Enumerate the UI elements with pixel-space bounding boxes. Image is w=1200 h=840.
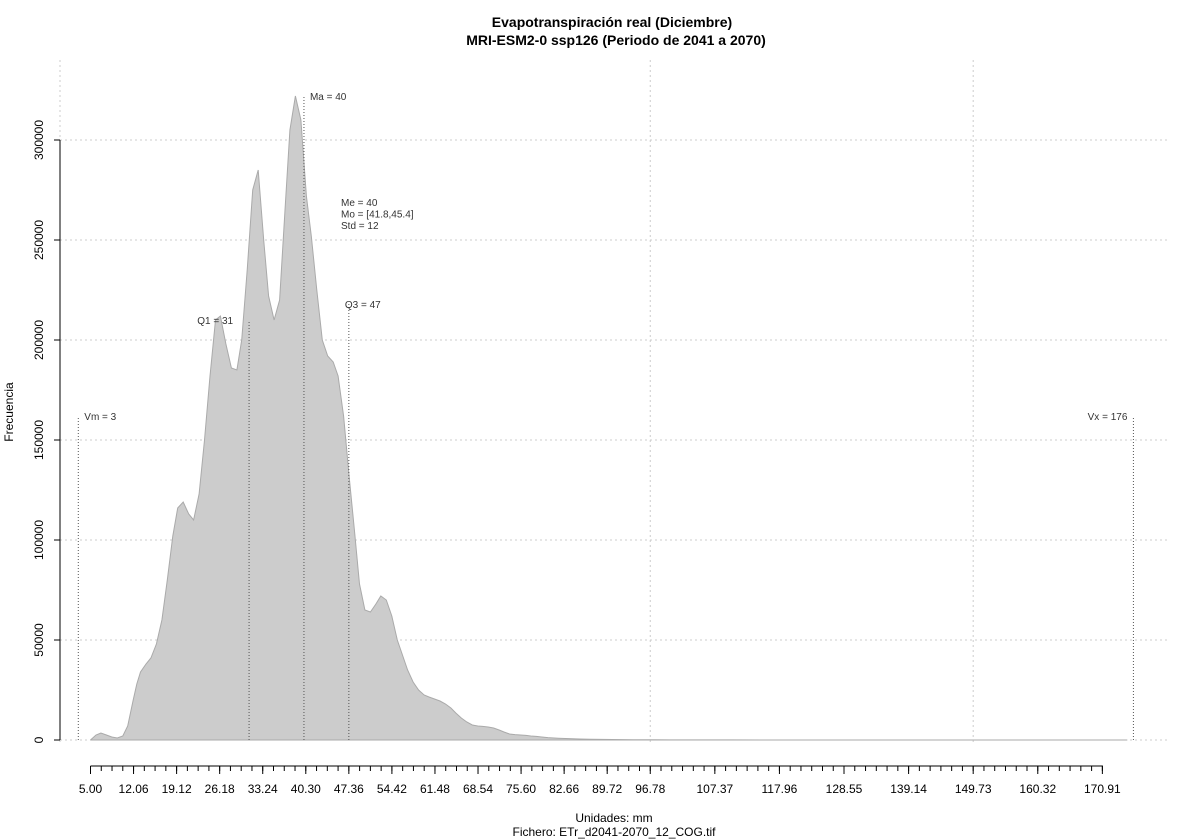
x-tick-label: 170.91 — [1084, 782, 1121, 796]
marker-label: Q1 = 31 — [197, 316, 233, 327]
y-tick-label: 0 — [32, 736, 46, 743]
density-area — [90, 95, 1128, 741]
stats-line: Std = 12 — [341, 221, 379, 232]
x-tick-label: 68.54 — [463, 782, 493, 796]
y-axis-label: Frecuencia — [2, 382, 16, 442]
marker-label: Vm = 3 — [84, 412, 116, 423]
x-tick-label: 96.78 — [635, 782, 665, 796]
x-tick-label: 54.42 — [377, 782, 407, 796]
marker-label: Ma = 40 — [310, 92, 347, 103]
x-tick-label: 12.06 — [119, 782, 149, 796]
marker-label: Vx = 176 — [1088, 412, 1128, 423]
y-tick-label: 200000 — [32, 320, 46, 360]
marker-lines: Vm = 3 Q1 = 31 Ma = 40 Q3 = 47 Vx = 176 — [77, 92, 1134, 740]
chart-subtitle: MRI-ESM2-0 ssp126 (Periodo de 2041 a 207… — [466, 32, 766, 48]
marker-label: Q3 = 47 — [345, 300, 381, 311]
y-tick-label: 300000 — [32, 120, 46, 160]
x-tick-label: 149.73 — [955, 782, 992, 796]
x-axis: 5.00 12.06 19.12 26.18 33.24 40.30 47.36 54.42 6… — [79, 765, 1121, 796]
x-tick-label: 26.18 — [205, 782, 235, 796]
x-tick-label: 160.32 — [1019, 782, 1056, 796]
chart-title: Evapotranspiración real (Diciembre) — [492, 14, 732, 30]
x-tick-label: 40.30 — [291, 782, 321, 796]
x-tick-label: 19.12 — [162, 782, 192, 796]
x-tick-label: 61.48 — [420, 782, 450, 796]
stats-line: Me = 40 — [341, 198, 378, 209]
x-tick-label: 117.96 — [762, 782, 798, 796]
file-caption: Fichero: ETr_d2041-2070_12_COG.tif — [513, 825, 717, 839]
y-tick-label: 50000 — [32, 623, 46, 657]
y-tick-label: 150000 — [32, 420, 46, 460]
x-tick-label: 82.66 — [549, 782, 579, 796]
stats-line: Mo = [41.8,45.4] — [341, 210, 414, 221]
y-axis: 0 50000 100000 150000 200000 250000 300000 — [32, 120, 61, 743]
x-tick-label: 89.72 — [592, 782, 622, 796]
x-tick-label: 128.55 — [826, 782, 863, 796]
y-tick-label: 250000 — [32, 220, 46, 260]
density-area-path — [90, 95, 1128, 741]
y-tick-label: 100000 — [32, 520, 46, 560]
x-tick-label: 75.60 — [506, 782, 536, 796]
x-tick-label: 5.00 — [79, 782, 103, 796]
x-tick-label: 33.24 — [248, 782, 278, 796]
x-tick-label: 47.36 — [334, 782, 364, 796]
x-tick-label: 107.37 — [696, 782, 733, 796]
x-tick-label: 139.14 — [890, 782, 927, 796]
x-axis-label: Unidades: mm — [575, 811, 652, 825]
